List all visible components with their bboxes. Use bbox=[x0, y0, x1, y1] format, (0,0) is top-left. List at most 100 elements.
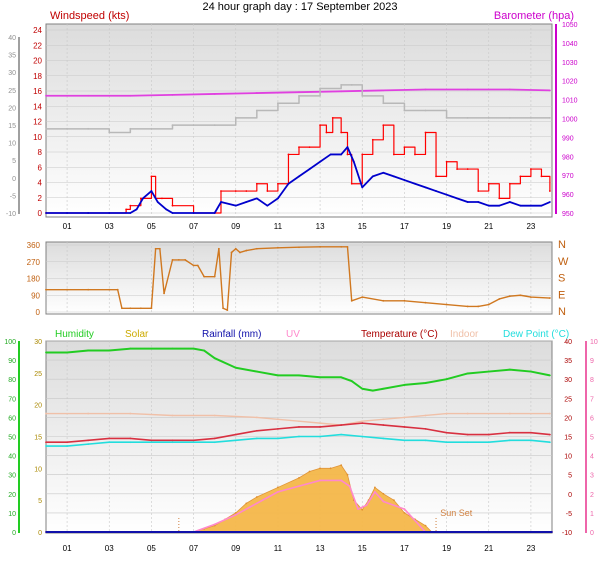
direction-point bbox=[340, 245, 343, 248]
windspeed-point bbox=[319, 124, 321, 127]
temperature_line-point bbox=[403, 426, 406, 428]
humidity-point bbox=[340, 376, 343, 379]
temp-x-axis: 01 03 05 07 09 11 13 15 17 19 21 23 bbox=[63, 544, 536, 553]
wind-x-tick-label: 01 bbox=[63, 222, 72, 231]
dewpoint-point bbox=[66, 445, 68, 447]
legend-item: Humidity bbox=[55, 329, 94, 340]
wind-x-tick-label: 07 bbox=[189, 222, 198, 231]
grey-point bbox=[445, 116, 448, 119]
humidity-line bbox=[46, 347, 551, 392]
grey-point bbox=[234, 116, 237, 119]
gust-point bbox=[45, 212, 47, 214]
windspeed-tick-label: 24 bbox=[33, 26, 42, 35]
dewpoint-point bbox=[171, 441, 174, 444]
uv-tick-label: 7 bbox=[590, 396, 594, 403]
wind-x-axis: 01 03 05 07 09 11 13 15 17 19 21 23 bbox=[63, 222, 536, 231]
temp-x-tick-label: 01 bbox=[63, 544, 72, 553]
barometer-point bbox=[508, 88, 511, 91]
barometer-tick-label: 970 bbox=[562, 173, 574, 180]
direction-point bbox=[163, 292, 165, 295]
barometer-tick-label: 1000 bbox=[562, 117, 578, 124]
humidity-tick-label: 10 bbox=[8, 511, 16, 518]
direction-compass-tick-label: W bbox=[558, 256, 569, 268]
wind-plot-area bbox=[45, 23, 553, 218]
barometer-point bbox=[298, 91, 300, 94]
outer-left-tick-label: -10 bbox=[6, 211, 16, 218]
temperature_line-point bbox=[87, 439, 90, 442]
windspeed-point bbox=[125, 208, 128, 211]
grey-point bbox=[192, 124, 195, 127]
humidity-point bbox=[382, 387, 385, 390]
direction-point bbox=[424, 301, 427, 304]
direction-point bbox=[498, 298, 501, 300]
grey-point bbox=[171, 124, 174, 127]
indoor-point bbox=[361, 420, 364, 423]
barometer-tick-label: 1040 bbox=[562, 41, 578, 48]
gust-point bbox=[129, 212, 132, 214]
solar-tick-label: 5 bbox=[38, 498, 42, 505]
direction-gridlines bbox=[46, 242, 552, 314]
barometer-point bbox=[466, 88, 469, 91]
solar-point bbox=[329, 467, 332, 470]
indoor-point bbox=[277, 418, 279, 421]
windspeed-tick-label: 4 bbox=[38, 179, 43, 188]
gust-point bbox=[548, 201, 551, 203]
solar-point bbox=[245, 502, 248, 505]
grey-point bbox=[361, 94, 364, 97]
humidity-point bbox=[255, 370, 258, 373]
outer-left-tick-label: 5 bbox=[12, 158, 16, 165]
gust-point bbox=[382, 171, 385, 174]
uv-tick-label: 6 bbox=[590, 415, 594, 422]
barometer-point bbox=[382, 89, 385, 92]
temperature-tick-label: 5 bbox=[568, 473, 572, 480]
dewpoint-point bbox=[382, 437, 385, 440]
direction-point bbox=[346, 245, 349, 248]
direction-plot-area bbox=[45, 241, 553, 315]
legend-item: Temperature (°C) bbox=[361, 329, 438, 340]
direction-compass-tick-label: N bbox=[558, 239, 566, 251]
indoor-point bbox=[403, 416, 406, 419]
temperature_line-point bbox=[213, 437, 216, 440]
temperature-tick-label: 25 bbox=[564, 396, 572, 403]
indoor-point bbox=[171, 414, 174, 417]
grey-point bbox=[45, 127, 47, 130]
barometer-tick-label: 950 bbox=[562, 211, 574, 218]
gust-point bbox=[87, 212, 90, 214]
gust-point bbox=[135, 208, 138, 211]
direction-point bbox=[530, 296, 532, 299]
gust-line bbox=[46, 146, 551, 214]
humidity-point bbox=[424, 382, 427, 384]
humidity-tick-label: 40 bbox=[8, 454, 16, 461]
grey-point bbox=[108, 131, 111, 134]
wind-x-tick-label: 05 bbox=[147, 222, 156, 231]
dewpoint-point bbox=[508, 439, 511, 442]
direction-point bbox=[87, 288, 90, 291]
outer-left-tick-label: 40 bbox=[8, 35, 16, 42]
solar-point bbox=[346, 473, 349, 476]
direction-point bbox=[222, 307, 225, 310]
humidity-tick-label: 80 bbox=[8, 377, 16, 384]
gust-point bbox=[414, 182, 416, 185]
temp-x-tick-label: 11 bbox=[274, 544, 283, 553]
direction-point bbox=[129, 307, 132, 310]
barometer-point bbox=[255, 92, 258, 94]
barometer-point bbox=[213, 93, 216, 95]
humidity-point bbox=[548, 374, 551, 377]
dewpoint-point bbox=[45, 445, 47, 447]
gust-point bbox=[108, 212, 111, 214]
solar-tick-label: 15 bbox=[34, 435, 42, 442]
gust-point bbox=[487, 204, 490, 207]
grey-point bbox=[466, 116, 469, 119]
windspeed-point bbox=[477, 190, 480, 192]
solar-point bbox=[234, 512, 237, 514]
direction-point bbox=[217, 247, 220, 250]
humidity-tick-label: 20 bbox=[8, 492, 16, 499]
direction-point bbox=[154, 247, 157, 250]
grey-point bbox=[87, 127, 90, 130]
temperature-tick-label: 40 bbox=[564, 339, 572, 346]
solar-point bbox=[308, 470, 311, 473]
humidity-tick-label: 50 bbox=[8, 435, 16, 442]
direction-degree-tick-label: 180 bbox=[27, 275, 41, 284]
dewpoint-point bbox=[255, 437, 258, 440]
